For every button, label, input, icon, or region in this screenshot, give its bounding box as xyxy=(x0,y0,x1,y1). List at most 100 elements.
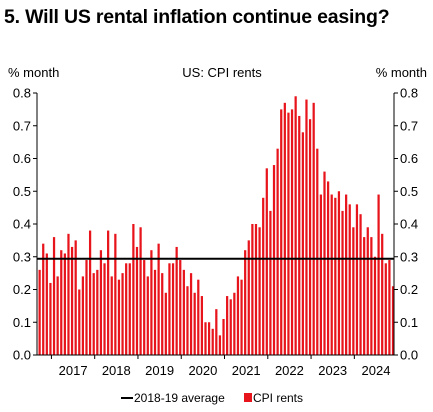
bar xyxy=(251,224,254,355)
bar xyxy=(305,99,308,355)
bar xyxy=(348,204,351,355)
bar xyxy=(341,210,344,355)
bar xyxy=(74,240,77,356)
bar xyxy=(294,96,297,356)
y-tick-label-left: 0.8 xyxy=(13,86,31,101)
bar xyxy=(236,276,240,355)
legend: 2018-19 average CPI rents xyxy=(121,391,303,405)
bar xyxy=(67,233,70,355)
bar xyxy=(240,279,243,355)
bar xyxy=(78,289,81,355)
bar xyxy=(207,322,211,355)
y-tick-label-left: 0.7 xyxy=(13,118,31,133)
bar xyxy=(373,256,377,355)
bar xyxy=(359,214,362,355)
y-tick-label-left: 0.4 xyxy=(13,217,31,232)
bar xyxy=(175,246,178,355)
bar xyxy=(189,273,193,356)
y-tick-label-right: 0.5 xyxy=(400,184,418,199)
y-tick-label-right: 0.6 xyxy=(400,151,418,166)
bar xyxy=(316,148,319,355)
bar xyxy=(92,273,95,356)
bar xyxy=(132,224,135,355)
bar xyxy=(110,276,113,355)
bar xyxy=(204,322,207,355)
bar xyxy=(337,191,341,355)
x-tick-label: 2019 xyxy=(145,363,174,378)
x-tick-label: 2018 xyxy=(102,363,131,378)
bar xyxy=(265,168,268,355)
x-tick-label: 2023 xyxy=(318,363,347,378)
bar xyxy=(103,263,106,355)
y-tick-label-right: 0.0 xyxy=(400,348,418,363)
y-tick-label-left: 0.1 xyxy=(13,315,31,330)
bar xyxy=(117,279,121,355)
bar xyxy=(222,318,225,355)
legend-label-cpi-rents: CPI rents xyxy=(253,391,303,405)
bar xyxy=(370,237,373,355)
bar xyxy=(161,273,164,356)
bar xyxy=(381,233,384,355)
bar xyxy=(85,260,88,355)
bar xyxy=(146,276,149,355)
y-tick-label-right: 0.8 xyxy=(400,86,418,101)
y-axis-label-left: % month xyxy=(8,65,59,80)
bar xyxy=(298,115,301,356)
bar xyxy=(215,309,218,355)
x-tick-label: 2022 xyxy=(275,363,304,378)
x-tick-labels: 2017 2018 2019 2020 2021 2022 2023 2024 xyxy=(50,355,390,378)
bar xyxy=(70,246,74,355)
bar xyxy=(218,335,222,355)
bar xyxy=(312,102,315,355)
bar xyxy=(60,250,63,355)
y-tick-label-right: 0.4 xyxy=(400,217,418,232)
bar xyxy=(377,194,380,355)
bar xyxy=(45,253,48,355)
bar xyxy=(52,237,56,355)
bar xyxy=(308,119,312,355)
bar xyxy=(287,112,290,356)
bar xyxy=(319,194,323,355)
bar xyxy=(323,171,326,355)
y-ticks: 0.0 0.0 0.1 0.1 0.2 0.2 0.3 0.3 0.4 0.4 0.5 0.5 0.6 0… xyxy=(13,86,418,363)
y-tick-label-right: 0.1 xyxy=(400,315,418,330)
bar xyxy=(330,194,333,355)
bar xyxy=(139,227,142,355)
bar xyxy=(107,230,110,355)
chart-title: 5. Will US rental inflation continue eas… xyxy=(4,6,390,28)
bar xyxy=(179,260,182,355)
bar xyxy=(128,263,131,355)
bar xyxy=(63,253,66,355)
bar xyxy=(56,276,59,355)
bar xyxy=(157,243,160,355)
bar xyxy=(49,282,52,355)
bar xyxy=(200,296,204,355)
y-tick-label-left: 0.6 xyxy=(13,151,31,166)
bar xyxy=(258,227,261,355)
bar xyxy=(290,109,294,356)
y-tick-label-right: 0.7 xyxy=(400,118,418,133)
bar xyxy=(99,250,103,355)
bar xyxy=(384,263,387,355)
bar xyxy=(38,269,41,355)
y-tick-label-right: 0.3 xyxy=(400,249,418,264)
bar xyxy=(272,165,276,355)
bar xyxy=(182,269,185,355)
bar xyxy=(125,263,128,355)
bar xyxy=(352,227,355,355)
bar-series-cpi-rents xyxy=(38,96,395,356)
x-tick-label: 2020 xyxy=(188,363,217,378)
bar xyxy=(345,194,348,355)
bar xyxy=(326,181,330,355)
bar xyxy=(388,260,391,355)
bar xyxy=(143,260,146,355)
bar xyxy=(193,292,196,355)
y-axis-label-right: % month xyxy=(376,65,427,80)
y-tick-label-left: 0.5 xyxy=(13,184,31,199)
bar xyxy=(283,102,286,355)
y-tick-label-left: 0.3 xyxy=(13,249,31,264)
bar xyxy=(121,273,124,356)
bar xyxy=(334,197,337,355)
bar xyxy=(197,279,200,355)
y-tick-label-left: 0.0 xyxy=(13,348,31,363)
